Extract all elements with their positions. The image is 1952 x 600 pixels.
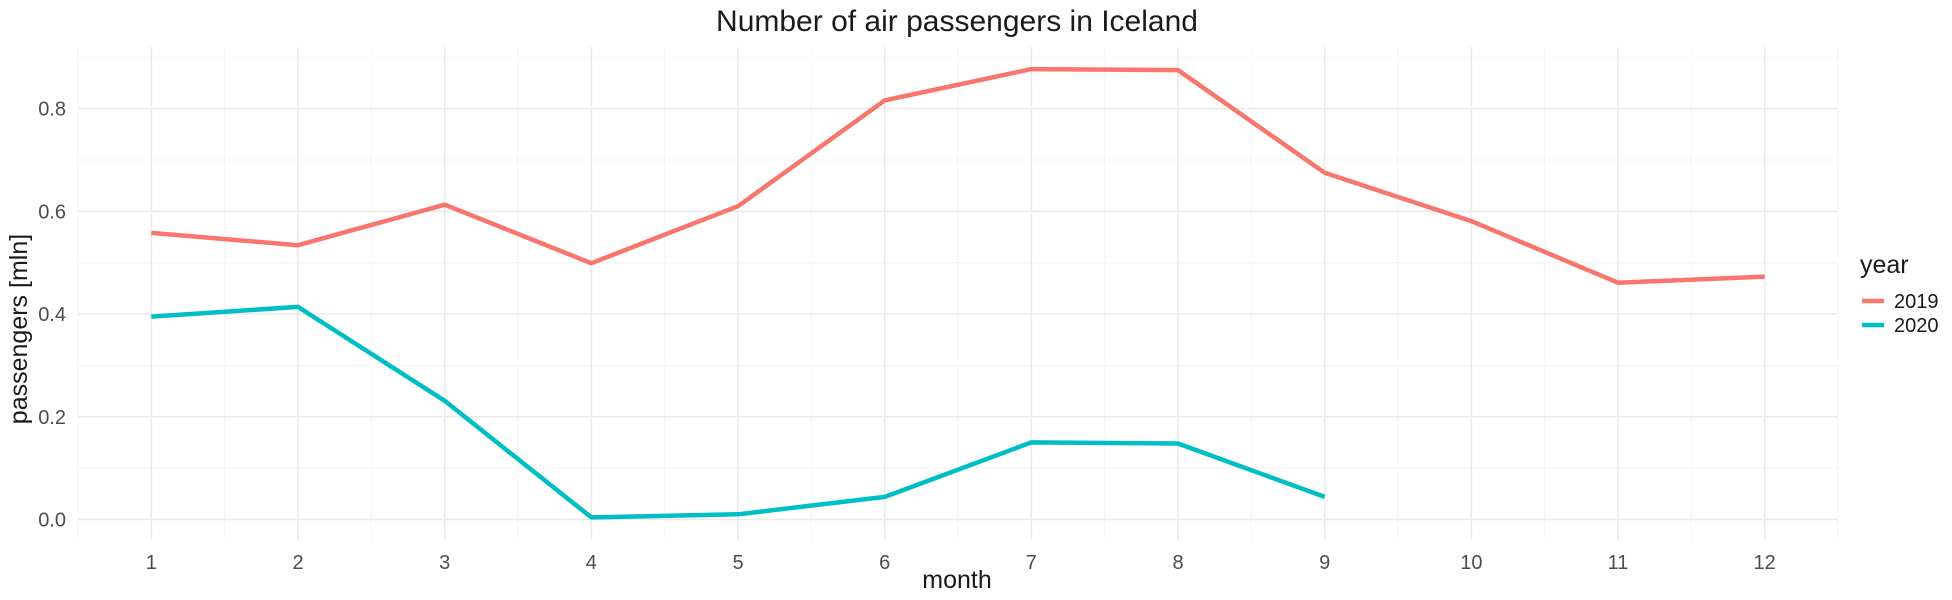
x-axis-ticks: 1 2 3 4 5 6 7 8 9 10 11 12 [146,552,1776,574]
y-tick-label: 0.0 [38,509,66,531]
x-tick-label: 2 [292,552,303,574]
y-tick-label: 0.6 [38,201,66,223]
y-tick-label: 0.4 [38,304,66,326]
series-line-2019 [151,66,1765,285]
y-axis-title: passengers [mln] [5,234,33,424]
x-tick-label: 12 [1754,552,1776,574]
y-axis-ticks: 0.0 0.2 0.4 0.6 0.8 [38,99,66,532]
x-axis-title: month [922,566,991,594]
x-tick-label: 5 [732,552,743,574]
legend-label-2020: 2020 [1894,315,1939,337]
x-tick-label: 1 [146,552,157,574]
x-tick-label: 9 [1319,552,1330,574]
grid [77,47,1839,540]
legend-label-2019: 2019 [1894,291,1939,313]
legend-title: year [1860,251,1909,279]
x-tick-label: 6 [879,552,890,574]
x-tick-label: 3 [439,552,450,574]
x-tick-label: 7 [1026,552,1037,574]
series-lines [151,66,1765,520]
x-tick-label: 10 [1460,552,1482,574]
x-tick-label: 8 [1172,552,1183,574]
x-tick-label: 4 [586,552,597,574]
y-tick-label: 0.2 [38,407,66,429]
series-line-2020 [151,304,1326,520]
chart-title: Number of air passengers in Iceland [716,5,1198,38]
y-tick-label: 0.8 [38,99,66,121]
x-tick-label: 11 [1608,552,1629,574]
